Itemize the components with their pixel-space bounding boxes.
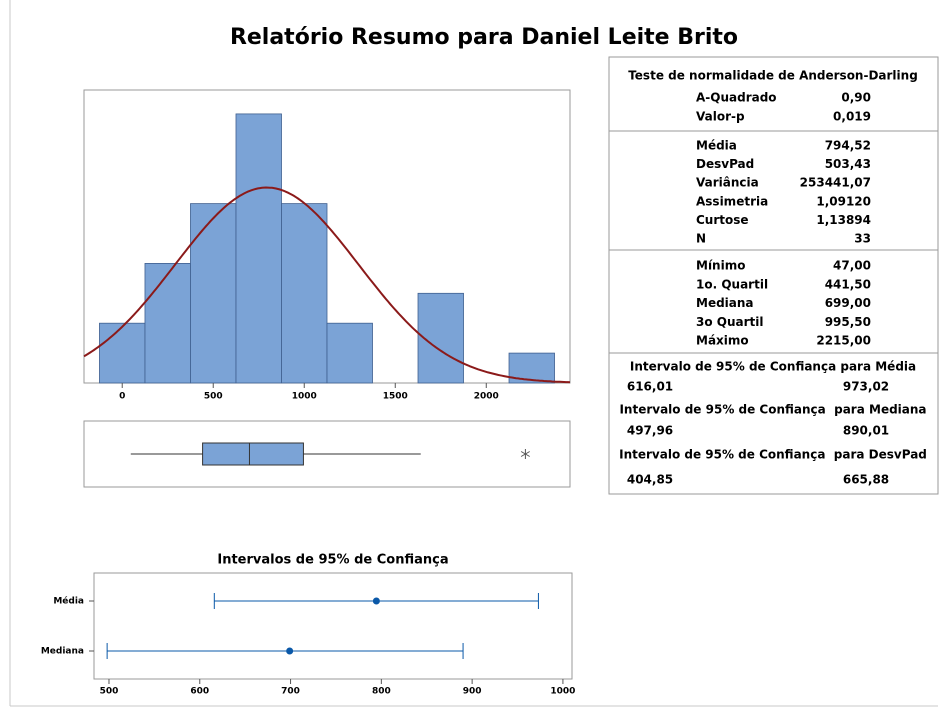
interval-heading: Intervalo de 95% de Confiança para Média xyxy=(630,360,916,374)
stat-label: Mínimo xyxy=(696,259,745,273)
stat-value: 1,09120 xyxy=(816,194,871,208)
interval-low: 616,01 xyxy=(627,380,673,394)
estimate-point xyxy=(372,597,380,605)
x-tick-label: 600 xyxy=(190,687,209,697)
stat-label: Mediana xyxy=(696,296,754,310)
interval-low: 404,85 xyxy=(627,473,673,487)
table-title: Teste de normalidade de Anderson-Darling xyxy=(628,69,918,83)
x-tick-label: 800 xyxy=(372,687,391,697)
interval-high: 665,88 xyxy=(843,473,889,487)
interval-high: 973,02 xyxy=(843,380,889,394)
stat-label: DesvPad xyxy=(696,157,754,171)
interval-frame xyxy=(93,572,573,680)
histogram-bar xyxy=(281,203,328,384)
histogram-bar xyxy=(144,263,191,384)
stat-label: Média xyxy=(696,139,737,153)
stat-label: A-Quadrado xyxy=(696,91,777,105)
interval-low: 497,96 xyxy=(627,424,673,438)
category-label: Média xyxy=(53,596,84,607)
outlier xyxy=(520,451,530,457)
stat-label: Valor-p xyxy=(696,110,745,124)
stat-label: Assimetria xyxy=(696,194,768,208)
histogram-bar xyxy=(326,322,373,384)
x-tick-label: 1000 xyxy=(292,392,317,402)
stat-value: 2215,00 xyxy=(816,334,871,348)
stat-value: 699,00 xyxy=(825,296,871,310)
stat-value: 1,13894 xyxy=(816,213,871,227)
stat-value: 794,52 xyxy=(825,139,871,153)
x-tick-label: 500 xyxy=(100,687,119,697)
stats-table xyxy=(608,56,939,495)
x-tick-label: 900 xyxy=(463,687,482,697)
interval-heading: Intervalo de 95% de Confiança para Media… xyxy=(619,403,926,417)
interval-title: Intervalos de 95% de Confiança xyxy=(217,553,448,568)
histogram-bar xyxy=(190,203,237,384)
category-label: Mediana xyxy=(41,647,84,657)
stat-value: 0,019 xyxy=(833,110,871,124)
histogram-bar xyxy=(99,322,146,384)
stat-value: 995,50 xyxy=(825,315,871,329)
x-tick-label: 2000 xyxy=(474,392,499,402)
stat-label: 1o. Quartil xyxy=(696,277,768,291)
report-title: Relatório Resumo para Daniel Leite Brito xyxy=(230,25,738,50)
x-tick-label: 1500 xyxy=(383,392,408,402)
stat-value: 503,43 xyxy=(825,157,871,171)
x-tick-label: 0 xyxy=(119,392,125,402)
x-tick-label: 1000 xyxy=(550,687,575,697)
stat-value: 253441,07 xyxy=(800,176,871,190)
stat-value: 0,90 xyxy=(841,91,871,105)
stat-label: Curtose xyxy=(696,213,749,227)
estimate-point xyxy=(286,647,294,655)
interval-high: 890,01 xyxy=(843,424,889,438)
normal-fit-curve xyxy=(83,186,571,384)
x-tick-label: 500 xyxy=(204,392,223,402)
stat-label: Variância xyxy=(696,176,759,190)
stat-label: Máximo xyxy=(696,334,749,348)
histogram-bar xyxy=(235,113,282,384)
x-tick-label: 700 xyxy=(281,687,300,697)
stat-label: 3o Quartil xyxy=(696,315,764,329)
histogram-bar xyxy=(417,292,464,384)
stat-label: N xyxy=(696,232,706,246)
box xyxy=(202,442,304,466)
stat-value: 47,00 xyxy=(833,259,871,273)
stat-value: 441,50 xyxy=(825,277,871,291)
interval-heading: Intervalo de 95% de Confiança para DesvP… xyxy=(619,448,927,462)
stat-value: 33 xyxy=(854,232,871,246)
